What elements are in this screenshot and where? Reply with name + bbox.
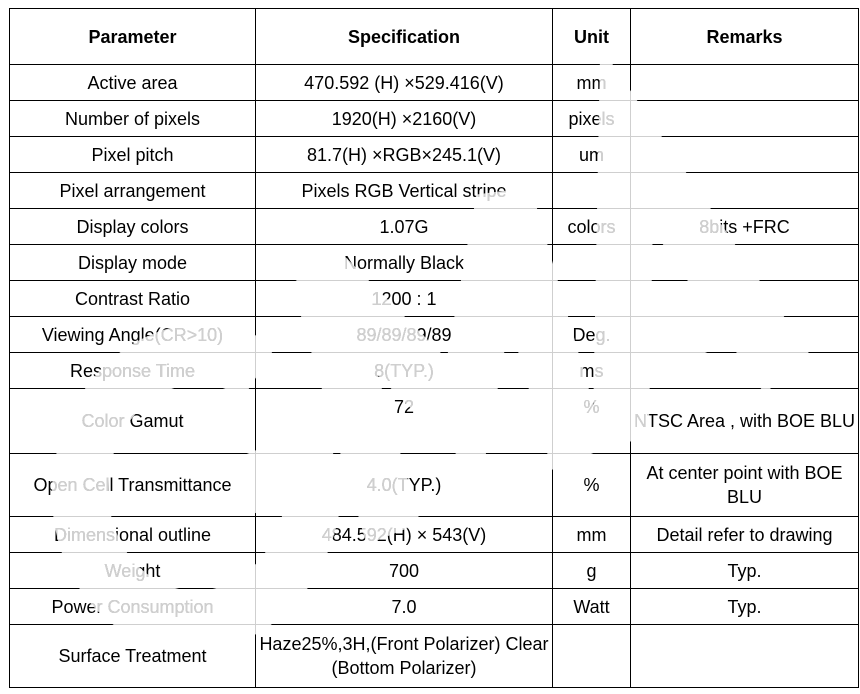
cell-unit: ms [552,352,631,389]
header-unit: Unit [552,8,631,65]
cell-parameter: Weight [9,552,256,589]
cell-remarks [630,136,859,173]
cell-specification: 4.0(TYP.) [255,453,553,517]
cell-unit: Watt [552,588,631,625]
cell-remarks: Typ. [630,552,859,589]
cell-remarks: At center point with BOE BLU [630,453,859,517]
table-row: Display colors 1.07G colors 8bits +FRC [9,208,859,245]
cell-unit: Deg. [552,316,631,353]
table-row: Active area 470.592 (H) ×529.416(V) mm [9,64,859,101]
cell-unit [552,172,631,209]
cell-unit [552,280,631,317]
cell-remarks: Typ. [630,588,859,625]
cell-parameter: Viewing Angle(CR>10) [9,316,256,353]
table-row: Pixel pitch 81.7(H) ×RGB×245.1(V) um [9,136,859,173]
table-row: Dimensional outline 484.592(H) × 543(V) mm… [9,516,859,553]
cell-parameter: Active area [9,64,256,101]
cell-unit [552,244,631,281]
table-row: Open Cell Transmittance 4.0(TYP.)% At cent… [9,453,859,517]
table-row: Display mode Normally Black [9,244,859,281]
cell-unit: mm [552,516,631,553]
cell-remarks: NTSC Area , with BOE BLU [630,388,859,454]
cell-unit: um [552,136,631,173]
cell-remarks: 8bits +FRC [630,208,859,245]
cell-specification: 1.07G [255,208,553,245]
cell-remarks: Detail refer to drawing [630,516,859,553]
cell-remarks [630,100,859,137]
table-row: Contrast Ratio 1200 : 1 [9,280,859,317]
cell-parameter: Open Cell Transmittance [9,453,256,517]
table-row: Surface Treatment Haze25%,3H,(Front Polar… [9,624,859,688]
table-row: Color Gamut 72% NTSC Area , with BOE BLU [9,388,859,454]
cell-parameter: Contrast Ratio [9,280,256,317]
cell-specification: Normally Black [255,244,553,281]
header-specification: Specification [255,8,553,65]
table-row: Power Consumption 7.0 Watt Typ. [9,588,859,625]
cell-unit: % [552,453,631,517]
cell-parameter: Color Gamut [9,388,256,454]
cell-remarks [630,352,859,389]
cell-remarks [630,172,859,209]
spec-table: Parameter Specification Unit Remarks Act… [9,8,859,688]
cell-parameter: Pixel arrangement [9,172,256,209]
table-row: Weight 700 g Typ. [9,552,859,589]
cell-parameter: Response Time [9,352,256,389]
cell-remarks [630,316,859,353]
cell-specification: 484.592(H) × 543(V) [255,516,553,553]
cell-specification: 89/89/89/89 [255,316,553,353]
cell-specification: 700 [255,552,553,589]
cell-unit: g [552,552,631,589]
cell-remarks [630,64,859,101]
table-row: Number of pixels 1920(H) ×2160(V) pixels [9,100,859,137]
cell-remarks [630,280,859,317]
cell-unit: pixels [552,100,631,137]
cell-unit [552,624,631,688]
cell-specification: 72 [255,388,553,454]
cell-parameter: Power Consumption [9,588,256,625]
header-parameter: Parameter [9,8,256,65]
cell-parameter: Pixel pitch [9,136,256,173]
table-row: Viewing Angle(CR>10) 89/89/89/89 Deg. [9,316,859,353]
header-remarks: Remarks [630,8,859,65]
cell-specification: 1200 : 1 [255,280,553,317]
cell-parameter: Number of pixels [9,100,256,137]
header-row: Parameter Specification Unit Remarks [9,8,859,65]
cell-unit: % [552,388,631,454]
cell-unit: colors [552,208,631,245]
cell-specification: 81.7(H) ×RGB×245.1(V) [255,136,553,173]
cell-remarks [630,624,859,688]
table-row: Pixel arrangement Pixels RGB Vertical str… [9,172,859,209]
cell-parameter: Dimensional outline [9,516,256,553]
cell-specification: Pixels RGB Vertical stripe [255,172,553,209]
cell-specification: 8(TYP.) [255,352,553,389]
cell-parameter: Surface Treatment [9,624,256,688]
table-row: Response Time 8(TYP.) ms [9,352,859,389]
cell-parameter: Display mode [9,244,256,281]
cell-specification: Haze25%,3H,(Front Polarizer) Clear (Bott… [255,624,553,688]
cell-unit: mm [552,64,631,101]
cell-specification: 470.592 (H) ×529.416(V) [255,64,553,101]
cell-remarks [630,244,859,281]
cell-parameter: Display colors [9,208,256,245]
cell-specification: 7.0 [255,588,553,625]
cell-specification: 1920(H) ×2160(V) [255,100,553,137]
